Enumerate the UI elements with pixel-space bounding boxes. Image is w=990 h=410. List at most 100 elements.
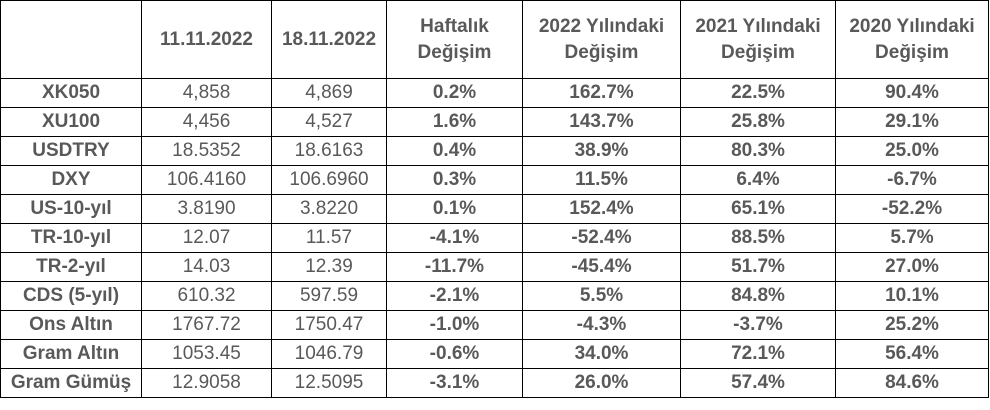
change-2022-value: 34.0% <box>522 339 681 369</box>
value-18-11-2022: 1046.79 <box>271 339 387 369</box>
value-11-11-2022: 3.8190 <box>141 194 272 224</box>
row-label: XU100 <box>0 107 142 137</box>
table-row: US-10-yıl 3.8190 3.8220 0.1% 152.4% 65.1… <box>0 194 989 224</box>
table-row: TR-10-yıl 12.07 11.57 -4.1% -52.4% 88.5%… <box>0 223 989 253</box>
table-row: CDS (5-yıl) 610.32 597.59 -2.1% 5.5% 84.… <box>0 281 989 311</box>
change-2020-value: 90.4% <box>835 78 989 108</box>
weekly-change-value: -4.1% <box>386 223 523 253</box>
value-11-11-2022: 4,858 <box>141 78 272 108</box>
value-18-11-2022: 12.39 <box>271 252 387 282</box>
table-row: XU100 4,456 4,527 1.6% 143.7% 25.8% 29.1… <box>0 107 989 137</box>
table-row: Gram Altın 1053.45 1046.79 -0.6% 34.0% 7… <box>0 339 989 369</box>
table-row: TR-2-yıl 14.03 12.39 -11.7% -45.4% 51.7%… <box>0 252 989 282</box>
header-weekly-change: Haftalık Değişim <box>386 0 523 79</box>
change-2022-value: -52.4% <box>522 223 681 253</box>
weekly-change-value: 0.3% <box>386 165 523 195</box>
change-2022-value: 162.7% <box>522 78 681 108</box>
weekly-change-value: -1.0% <box>386 310 523 340</box>
table-row: Ons Altın 1767.72 1750.47 -1.0% -4.3% -3… <box>0 310 989 340</box>
value-11-11-2022: 12.07 <box>141 223 272 253</box>
header-row: 11.11.2022 18.11.2022 Haftalık Değişim 2… <box>0 0 989 79</box>
value-18-11-2022: 18.6163 <box>271 136 387 166</box>
value-18-11-2022: 4,869 <box>271 78 387 108</box>
row-label: TR-10-yıl <box>0 223 142 253</box>
change-2022-value: -4.3% <box>522 310 681 340</box>
change-2022-value: 38.9% <box>522 136 681 166</box>
header-2022-change-line1: 2022 Yılındaki <box>538 15 665 37</box>
change-2020-value: 25.2% <box>835 310 989 340</box>
row-label: TR-2-yıl <box>0 252 142 282</box>
header-2022-change: 2022 Yılındaki Değişim <box>522 0 681 79</box>
value-11-11-2022: 12.9058 <box>141 368 272 398</box>
change-2021-value: 6.4% <box>680 165 836 195</box>
table-row: DXY 106.4160 106.6960 0.3% 11.5% 6.4% -6… <box>0 165 989 195</box>
value-18-11-2022: 11.57 <box>271 223 387 253</box>
weekly-change-value: -2.1% <box>386 281 523 311</box>
weekly-change-value: 0.1% <box>386 194 523 224</box>
value-11-11-2022: 106.4160 <box>141 165 272 195</box>
change-2022-value: 11.5% <box>522 165 681 195</box>
change-2020-value: -6.7% <box>835 165 989 195</box>
row-label: DXY <box>0 165 142 195</box>
change-2022-value: 152.4% <box>522 194 681 224</box>
change-2021-value: 25.8% <box>680 107 836 137</box>
header-2021-change-line2: Değişim <box>721 41 795 63</box>
row-label: US-10-yıl <box>0 194 142 224</box>
value-11-11-2022: 610.32 <box>141 281 272 311</box>
weekly-change-value: -3.1% <box>386 368 523 398</box>
value-11-11-2022: 4,456 <box>141 107 272 137</box>
value-11-11-2022: 1767.72 <box>141 310 272 340</box>
row-label: CDS (5-yıl) <box>0 281 142 311</box>
row-label: USDTRY <box>0 136 142 166</box>
value-18-11-2022: 597.59 <box>271 281 387 311</box>
value-18-11-2022: 3.8220 <box>271 194 387 224</box>
header-date-18-11-2022: 18.11.2022 <box>271 0 387 79</box>
change-2020-value: -52.2% <box>835 194 989 224</box>
change-2021-value: -3.7% <box>680 310 836 340</box>
change-2021-value: 65.1% <box>680 194 836 224</box>
weekly-change-value: 1.6% <box>386 107 523 137</box>
change-2020-value: 5.7% <box>835 223 989 253</box>
header-2021-change: 2021 Yılındaki Değişim <box>680 0 836 79</box>
change-2022-value: 26.0% <box>522 368 681 398</box>
value-18-11-2022: 106.6960 <box>271 165 387 195</box>
row-label: Gram Gümüş <box>0 368 142 398</box>
table-row: XK050 4,858 4,869 0.2% 162.7% 22.5% 90.4… <box>0 78 989 108</box>
change-2020-value: 10.1% <box>835 281 989 311</box>
weekly-change-value: 0.4% <box>386 136 523 166</box>
table-row: Gram Gümüş 12.9058 12.5095 -3.1% 26.0% 5… <box>0 368 989 398</box>
table-row: USDTRY 18.5352 18.6163 0.4% 38.9% 80.3% … <box>0 136 989 166</box>
header-2021-change-line1: 2021 Yılındaki <box>695 15 821 37</box>
header-weekly-change-line1: Haftalık <box>420 15 489 37</box>
change-2021-value: 22.5% <box>680 78 836 108</box>
change-2022-value: 143.7% <box>522 107 681 137</box>
row-label: Ons Altın <box>0 310 142 340</box>
change-2020-value: 25.0% <box>835 136 989 166</box>
value-18-11-2022: 12.5095 <box>271 368 387 398</box>
header-2020-change: 2020 Yılındaki Değişim <box>835 0 989 79</box>
change-2021-value: 57.4% <box>680 368 836 398</box>
weekly-change-value: -0.6% <box>386 339 523 369</box>
change-2020-value: 27.0% <box>835 252 989 282</box>
change-2020-value: 56.4% <box>835 339 989 369</box>
change-2021-value: 72.1% <box>680 339 836 369</box>
value-11-11-2022: 18.5352 <box>141 136 272 166</box>
change-2020-value: 29.1% <box>835 107 989 137</box>
value-11-11-2022: 14.03 <box>141 252 272 282</box>
value-18-11-2022: 1750.47 <box>271 310 387 340</box>
header-weekly-change-line2: Değişim <box>417 41 492 63</box>
header-2020-change-line2: Değişim <box>875 41 949 63</box>
weekly-change-value: -11.7% <box>386 252 523 282</box>
row-label: XK050 <box>0 78 142 108</box>
weekly-change-value: 0.2% <box>386 78 523 108</box>
header-2020-change-line1: 2020 Yılındaki <box>849 15 975 37</box>
change-2021-value: 88.5% <box>680 223 836 253</box>
header-2022-change-line2: Değişim <box>564 41 639 63</box>
value-11-11-2022: 1053.45 <box>141 339 272 369</box>
value-18-11-2022: 4,527 <box>271 107 387 137</box>
change-2021-value: 80.3% <box>680 136 836 166</box>
change-2020-value: 84.6% <box>835 368 989 398</box>
row-label: Gram Altın <box>0 339 142 369</box>
header-date-11-11-2022: 11.11.2022 <box>141 0 272 79</box>
change-2022-value: 5.5% <box>522 281 681 311</box>
